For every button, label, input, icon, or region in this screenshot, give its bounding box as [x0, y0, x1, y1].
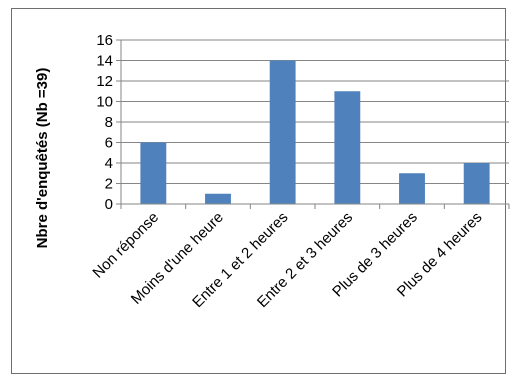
- gridlines: [121, 39, 509, 184]
- y-tick-label: 12: [96, 73, 113, 90]
- bars: [140, 60, 490, 204]
- chart-border: [11, 8, 506, 374]
- y-axis-title: Nbre d'enquêtés (Nb =39): [34, 68, 51, 249]
- y-tick-label: 16: [96, 32, 113, 49]
- y-tick-label: 10: [96, 94, 113, 111]
- axes: [116, 39, 510, 209]
- bar-5: [463, 163, 490, 204]
- bar-1: [205, 193, 231, 204]
- y-tick-label: 4: [105, 155, 113, 172]
- y-tick-labels: 0 2 4 6 8 10 12 14 16: [96, 32, 113, 213]
- bar-2: [269, 60, 296, 204]
- bar-4: [399, 173, 425, 204]
- y-tick-label: 8: [105, 114, 113, 131]
- y-tick-label: 2: [105, 176, 113, 193]
- y-tick-label: 6: [105, 135, 113, 152]
- y-tick-label: 0: [105, 196, 113, 213]
- y-tick-label: 14: [96, 53, 113, 70]
- bar-3: [334, 91, 361, 204]
- bar-0: [140, 142, 167, 204]
